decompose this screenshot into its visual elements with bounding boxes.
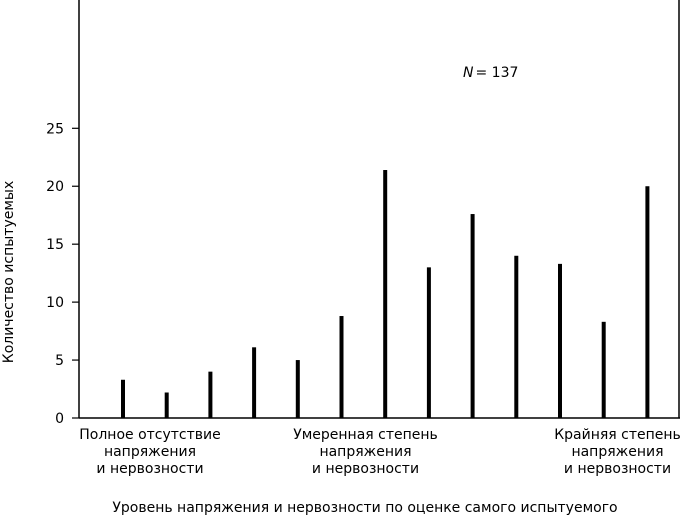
y-tick-label: 5 bbox=[55, 353, 64, 369]
y-tick-label: 0 bbox=[55, 411, 64, 427]
label-line: и нервозности bbox=[311, 461, 420, 477]
x-group-label-none: Полное отсутствие напряжения и нервознос… bbox=[70, 427, 230, 478]
label-line: Умеренная степень bbox=[293, 427, 438, 443]
bar bbox=[645, 186, 650, 418]
bar bbox=[558, 263, 562, 418]
label-line: и нервозности bbox=[563, 461, 672, 477]
y-axis-label: Количество испытуемых bbox=[1, 181, 17, 364]
bar bbox=[601, 321, 606, 418]
label-line: и нервозности bbox=[96, 461, 204, 477]
n-annotation: N = 137 bbox=[463, 65, 518, 81]
label-line: Полное отсутствие bbox=[79, 427, 221, 443]
x-axis-label: Уровень напряжения и нервозности по оцен… bbox=[112, 500, 617, 516]
y-tick-label: 10 bbox=[46, 295, 64, 311]
bar bbox=[470, 214, 475, 418]
bar bbox=[426, 267, 431, 418]
bar bbox=[383, 170, 388, 418]
y-tick-label: 15 bbox=[46, 237, 64, 253]
label-line: Крайняя степень bbox=[554, 427, 681, 443]
bar bbox=[339, 316, 344, 418]
bar bbox=[252, 347, 257, 418]
bar bbox=[164, 392, 169, 418]
x-group-label-moderate: Умеренная степень напряжения и нервознос… bbox=[283, 427, 448, 478]
x-group-label-extreme: Крайняя степень напряжения и нервозности bbox=[545, 427, 687, 478]
y-tick-label: 20 bbox=[46, 179, 64, 195]
bar bbox=[514, 255, 519, 418]
label-line: напряжения bbox=[103, 444, 197, 460]
label-line: напряжения bbox=[571, 444, 664, 460]
bar bbox=[208, 371, 213, 418]
y-tick-label: 25 bbox=[46, 121, 64, 137]
bar bbox=[295, 360, 300, 418]
bar bbox=[121, 379, 125, 418]
label-line: напряжения bbox=[319, 444, 412, 460]
